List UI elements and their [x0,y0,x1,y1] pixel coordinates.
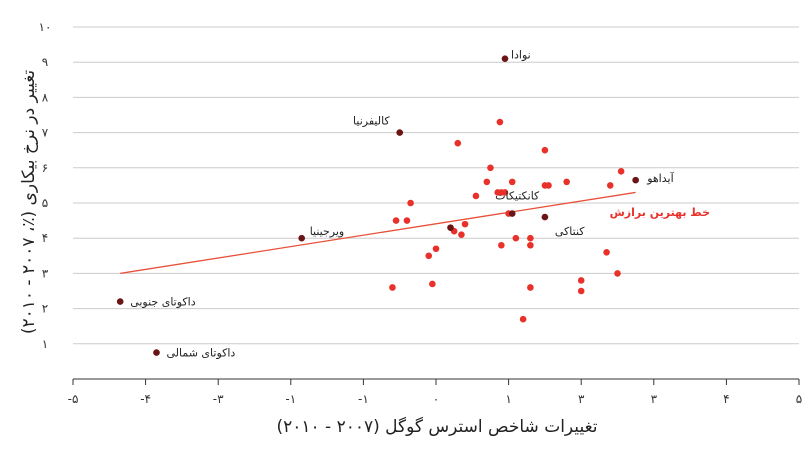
grid-lines [73,26,799,345]
best-fit-line-label: خط بهترین برازش [610,206,710,219]
x-axis-title: تغییرات شاخص استرس گوگل (۲۰۰۷ - ۲۰۱۰) [276,416,597,437]
y-axis-tick-labels: ۱ ۲ ۳ ۴ ۵ ۶ ۷ ۸ ۹ ۱۰ [39,20,52,351]
data-point [403,217,411,224]
labeled-data-point [116,298,124,305]
labeled-points: نوادا کالیفرنیا آیداهو کانکتیکات کانکتیکات کن… [116,18,675,360]
data-point [472,192,480,200]
x-tick-label: -۵ [68,392,79,406]
labeled-data-point [447,224,454,231]
y-tick-label: ۴ [42,231,48,245]
x-tick-label: ۱ [505,392,511,406]
data-point [519,315,527,323]
data-point [498,241,505,249]
labeled-data-point [153,349,160,356]
y-axis-title: تغییر در نرخ بیکاری (٪، ۲۰۰۷ - ۲۰۱۰) [19,70,39,335]
data-point [483,178,491,186]
data-point [527,284,534,291]
data-point [496,118,504,126]
data-point [458,231,465,238]
point-label: کنتاکی [555,225,585,238]
x-tick-label: ۳ [578,392,585,406]
data-point [432,245,440,253]
data-point [512,234,520,242]
y-tick-label: ۸ [42,90,49,104]
data-point [577,287,585,295]
data-point [603,248,610,256]
x-tick-label: ۳ [651,392,658,406]
data-point [606,182,614,189]
x-tick-label: ۵ [796,392,802,406]
x-tick-label: ۰ [433,392,439,406]
data-point [407,199,414,207]
labeled-data-point [298,234,305,242]
labeled-data-point [541,213,549,221]
data-point [429,280,436,288]
x-tick-label: -۱ [285,392,296,406]
y-tick-label: ۱۰ [39,20,52,34]
point-label: کانکتیکات [428,18,473,31]
x-tick-label: -۳ [213,392,224,406]
data-points [389,118,625,323]
data-point [577,277,585,284]
labeled-data-point [632,176,639,184]
y-tick-label: ۲ [42,302,48,316]
data-point [487,164,494,172]
data-point [389,284,396,291]
point-label: داکوتای جنوبی [130,296,196,309]
x-axis-ticks: -۵ -۴ -۳ -۱ -۱ ۰ ۱ ۳ ۳ ۴ ۵ [68,379,802,406]
point-label: ویرجینیا [310,225,345,238]
x-tick-label: -۴ [140,392,151,406]
labeled-data-point [501,55,509,62]
data-point [392,217,400,224]
data-point [508,178,516,186]
y-tick-label: ۱ [42,337,48,351]
data-point [498,189,505,196]
point-label: نوادا [511,49,531,62]
y-tick-label: ۹ [42,55,48,69]
point-label: داکوتای شمالی [166,347,235,360]
y-tick-label: ۳ [42,266,49,280]
data-point [425,252,433,260]
labeled-data-point [396,129,404,136]
data-point [461,220,469,228]
x-tick-label: ۴ [723,392,729,406]
data-point [563,178,570,186]
data-point [541,146,549,154]
y-tick-label: ۷ [42,126,49,140]
point-label: کالیفرنیا [353,115,390,128]
data-point [454,139,462,147]
y-tick-label: ۶ [42,161,48,175]
labeled-data-point [508,210,516,217]
point-label: آیداهو [646,171,674,185]
data-point [617,168,625,175]
data-point [614,270,621,277]
point-label: کانکتیکات [495,190,540,203]
best-fit-line [120,191,636,275]
data-point [545,182,552,189]
data-point [527,234,534,242]
y-tick-label: ۵ [42,196,48,210]
data-point [527,241,534,249]
x-tick-label: -۱ [358,392,369,406]
